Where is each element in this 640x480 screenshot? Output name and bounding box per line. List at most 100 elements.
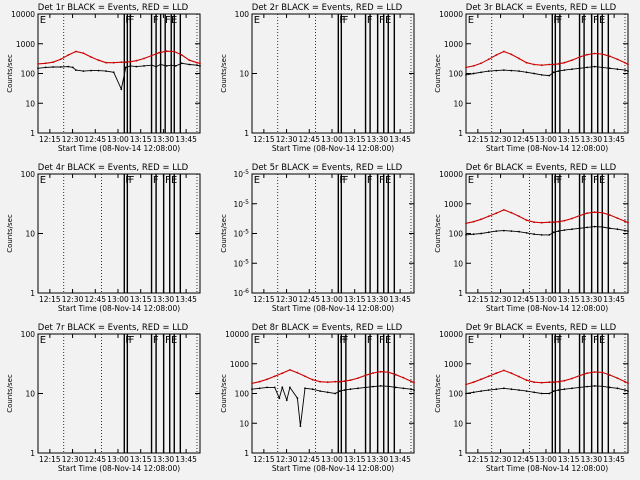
x-tick-label: 12:45 (512, 135, 534, 144)
lld-point (379, 370, 382, 373)
lld-point (326, 381, 329, 384)
lld-point (608, 55, 611, 58)
lld-point (495, 54, 498, 56)
y-tick-label: 10 (25, 230, 35, 239)
events-point (124, 66, 127, 69)
x-tick-label: 12:15 (467, 135, 489, 144)
chart-title: Det 6r BLACK = Events, RED = LLD (466, 163, 617, 173)
events-point (71, 66, 74, 69)
events-point (120, 88, 123, 90)
x-tick-label: 12:30 (276, 295, 298, 304)
lld-series-line (465, 209, 629, 224)
events-point (525, 71, 528, 74)
y-tick-label: 1000 (444, 40, 463, 49)
events-point (105, 70, 107, 72)
x-tick-label: 13:15 (558, 295, 580, 304)
lld-point (120, 61, 123, 64)
lld-point (624, 220, 626, 223)
x-axis-label: Start Time (08-Nov-14 12:08:00) (58, 144, 180, 153)
x-tick-label: 13:30 (153, 295, 175, 304)
lld-point (112, 61, 115, 64)
events-point (624, 229, 626, 232)
lld-point (510, 372, 513, 375)
y-tick-label: 10 (453, 99, 463, 108)
lld-point (518, 57, 520, 60)
events-point (196, 64, 198, 67)
lld-point (487, 58, 490, 61)
events-point (480, 232, 482, 235)
y-tick-label: 10 (25, 99, 35, 108)
y-axis-label: Counts/sec (6, 374, 14, 413)
events-point (170, 64, 173, 67)
x-tick-label: 12:30 (276, 135, 298, 144)
flag-label: F (553, 15, 559, 26)
events-point (296, 397, 299, 399)
x-tick-label: 12:30 (490, 455, 512, 464)
lld-point (75, 50, 77, 53)
x-tick-label: 13:00 (321, 455, 343, 464)
events-point (357, 387, 359, 390)
x-tick-label: 13:00 (535, 295, 557, 304)
x-tick-label: 12:30 (62, 135, 84, 144)
y-tick-label: 10 (239, 419, 249, 428)
lld-point (105, 61, 107, 64)
flag-label: E (599, 175, 605, 186)
events-point (503, 69, 505, 71)
flag-label: F (339, 15, 345, 26)
lld-point (616, 217, 619, 220)
x-tick-label: 12:15 (39, 135, 61, 144)
flag-label: F (553, 335, 559, 346)
events-point (627, 70, 629, 72)
lld-point (563, 379, 566, 382)
lld-point (480, 218, 482, 221)
y-tick-label: 100 (21, 170, 36, 179)
lld-point (601, 371, 604, 374)
x-tick-label: 13:30 (153, 135, 175, 144)
lld-point (410, 380, 412, 383)
lld-point (525, 61, 528, 64)
y-tick-label: 1 (458, 289, 463, 298)
flag-label: E (171, 175, 177, 186)
lld-point (586, 212, 588, 215)
y-tick-label: 100 (235, 390, 250, 399)
lld-point (525, 379, 528, 382)
y-tick-label: 100 (449, 70, 464, 79)
events-point (174, 65, 177, 67)
events-point (299, 425, 302, 427)
lld-point (578, 374, 581, 377)
x-tick-label: 12:15 (253, 135, 275, 144)
lld-point (349, 379, 352, 382)
flag-label: E (40, 175, 46, 186)
events-point (334, 392, 337, 395)
events-point (616, 387, 619, 390)
events-point (465, 234, 467, 236)
flag-label: E (40, 15, 46, 26)
x-axis-label: Start Time (08-Nov-14 12:08:00) (486, 304, 608, 313)
lld-point (465, 66, 467, 69)
events-point (52, 66, 54, 68)
y-tick-label: 1 (244, 449, 249, 458)
flag-label: F (343, 15, 349, 26)
lld-point (343, 380, 346, 383)
lld-point (571, 377, 573, 380)
y-axis-label: Counts/sec (434, 374, 442, 413)
lld-point (52, 61, 54, 64)
lld-point (586, 53, 588, 56)
y-tick-label: 100 (235, 10, 250, 19)
x-tick-label: 13:15 (130, 455, 152, 464)
events-point (533, 391, 535, 394)
x-tick-label: 13:45 (603, 135, 625, 144)
flag-label: F (129, 335, 135, 346)
events-point (143, 65, 145, 67)
plot-frame (465, 13, 629, 134)
events-point (159, 63, 162, 66)
events-point (563, 229, 566, 232)
y-axis-label: Counts/sec (434, 214, 442, 253)
x-tick-label: 12:15 (253, 455, 275, 464)
events-point (627, 230, 629, 233)
y-tick-label: 1000 (444, 360, 463, 369)
x-tick-label: 13:00 (107, 295, 129, 304)
